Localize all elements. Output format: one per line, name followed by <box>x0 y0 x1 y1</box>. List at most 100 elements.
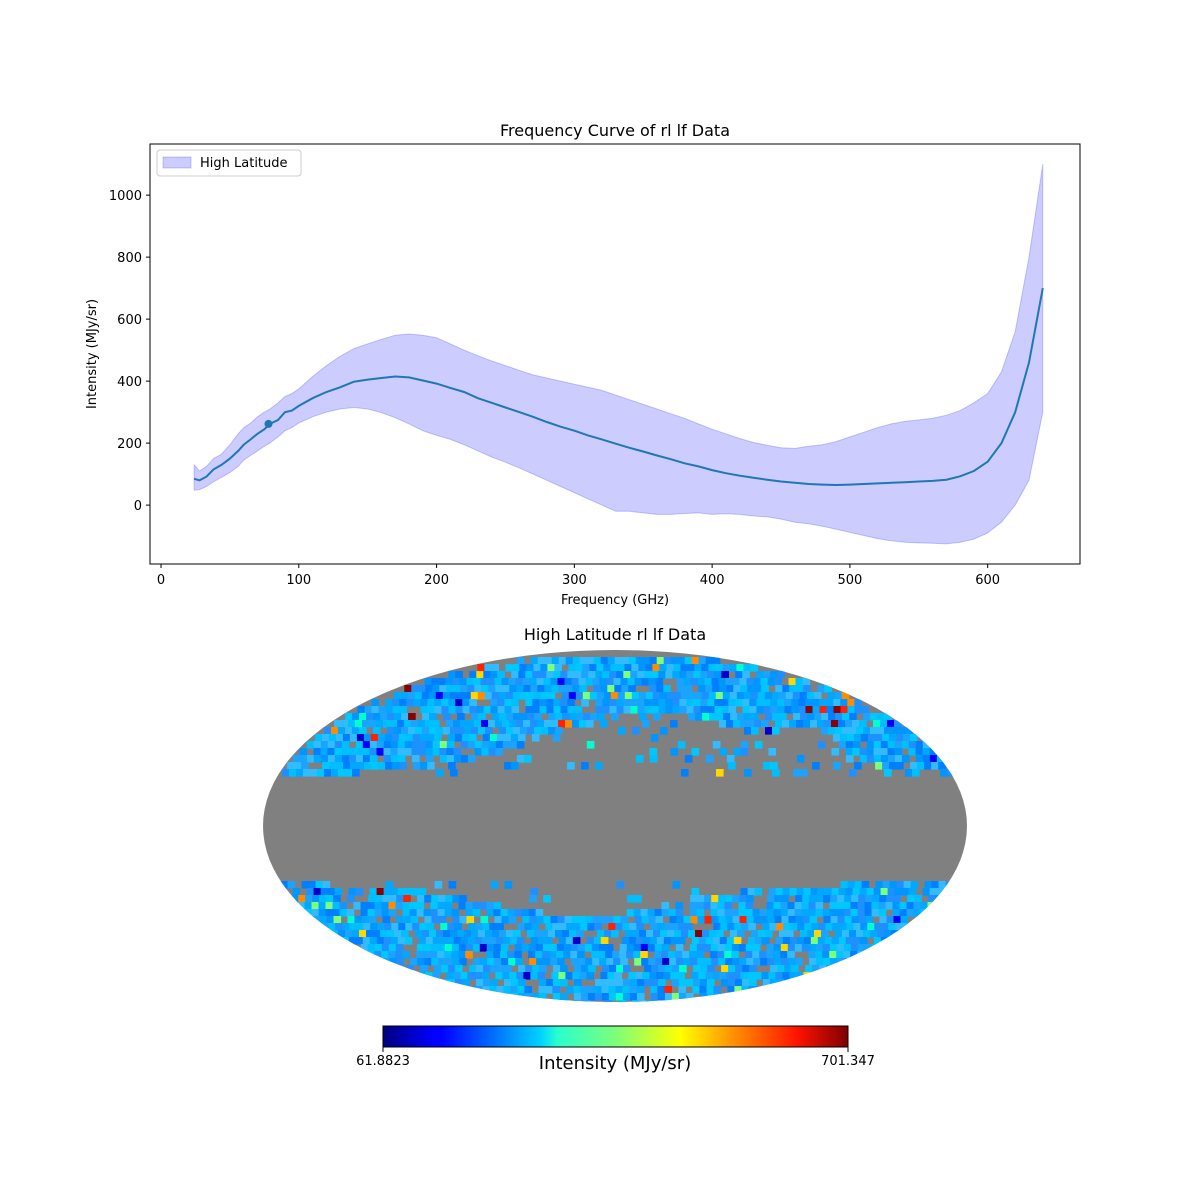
map-cell <box>703 944 712 952</box>
map-cell <box>474 748 483 756</box>
map-cell <box>664 986 672 994</box>
map-cell <box>817 937 826 945</box>
x-tick-label: 500 <box>837 573 862 588</box>
map-cell <box>441 706 450 714</box>
map-cell <box>355 755 364 763</box>
map-cell <box>571 916 580 924</box>
map-cell <box>600 972 608 980</box>
map-cell <box>660 727 668 735</box>
map-cell <box>856 930 864 938</box>
map-cell <box>709 713 717 721</box>
confidence-band <box>193 164 1044 545</box>
map-cell <box>567 699 575 707</box>
map-cell <box>635 657 644 665</box>
map-cell <box>780 902 789 910</box>
map-cell <box>735 965 743 973</box>
map-cell <box>852 748 861 756</box>
map-cell <box>360 902 369 910</box>
map-cell <box>546 671 554 679</box>
map-cell <box>506 727 514 735</box>
map-cell <box>733 972 741 980</box>
map-cell <box>839 734 848 742</box>
map-cell <box>695 713 703 721</box>
map-cell <box>487 678 496 686</box>
map-cell <box>482 986 490 994</box>
map-cell <box>495 685 503 693</box>
map-cell <box>886 895 894 903</box>
map-cell <box>824 685 832 693</box>
map-cell <box>675 951 683 959</box>
map-cell <box>600 937 609 945</box>
map-cell <box>691 972 699 980</box>
map-cell <box>808 902 817 910</box>
map-cell <box>712 657 721 665</box>
map-cell <box>404 937 413 945</box>
map-cell <box>554 664 562 672</box>
map-cell <box>476 979 484 987</box>
map-cell <box>579 657 588 665</box>
map-cell <box>888 923 896 931</box>
map-cell <box>793 769 801 777</box>
map-cell <box>735 671 743 679</box>
map-cell <box>823 958 831 966</box>
map-cell <box>874 734 883 742</box>
map-cell <box>523 972 531 980</box>
map-cell <box>424 895 432 903</box>
map-cell <box>458 951 466 959</box>
map-cell <box>495 720 503 728</box>
map-cell <box>560 706 569 714</box>
map-cell <box>443 713 451 721</box>
map-cell <box>884 713 892 721</box>
map-cell <box>773 944 782 952</box>
map-cell <box>749 699 757 707</box>
map-cell <box>526 692 535 700</box>
map-cell <box>595 979 603 987</box>
map-cell <box>830 895 838 903</box>
map-cell <box>666 664 674 672</box>
map-cell <box>469 965 477 973</box>
map-cell <box>787 944 796 952</box>
map-cell <box>581 671 589 679</box>
map-cell <box>739 678 748 686</box>
map-cell <box>464 727 472 735</box>
map-cell <box>392 762 400 770</box>
map-cell <box>448 881 457 889</box>
map-cell <box>558 972 566 980</box>
map-cell <box>626 951 634 959</box>
map-cell <box>328 923 336 931</box>
map-cell <box>721 671 729 679</box>
map-cell <box>446 741 455 749</box>
map-cell <box>744 727 752 735</box>
map-cell <box>749 965 757 973</box>
map-cell <box>390 720 398 728</box>
map-cell <box>415 727 423 735</box>
map-cell <box>392 706 401 714</box>
map-cell <box>540 664 548 672</box>
map-cell <box>578 958 586 966</box>
map-cell <box>720 993 729 1001</box>
map-cell <box>680 692 689 700</box>
map-cell <box>726 755 735 763</box>
map-cell <box>460 755 469 763</box>
map-cell <box>494 678 503 686</box>
map-cell <box>618 1000 626 1002</box>
map-cell <box>380 930 388 938</box>
map-cell <box>842 727 850 735</box>
map-cell <box>881 923 889 931</box>
map-cell <box>543 678 552 686</box>
map-cell <box>781 916 790 924</box>
map-cell <box>717 951 725 959</box>
map-cell <box>767 958 775 966</box>
map-cell <box>391 923 399 931</box>
map-cell <box>788 678 797 686</box>
map-cell <box>418 937 427 945</box>
map-cell <box>753 678 762 686</box>
map-cell <box>873 888 882 896</box>
map-cell <box>409 902 418 910</box>
map-cell <box>311 909 320 917</box>
map-cell <box>397 888 406 896</box>
map-cell <box>564 916 573 924</box>
map-cell <box>448 965 456 973</box>
map-cell <box>830 958 838 966</box>
map-cell <box>762 923 770 931</box>
